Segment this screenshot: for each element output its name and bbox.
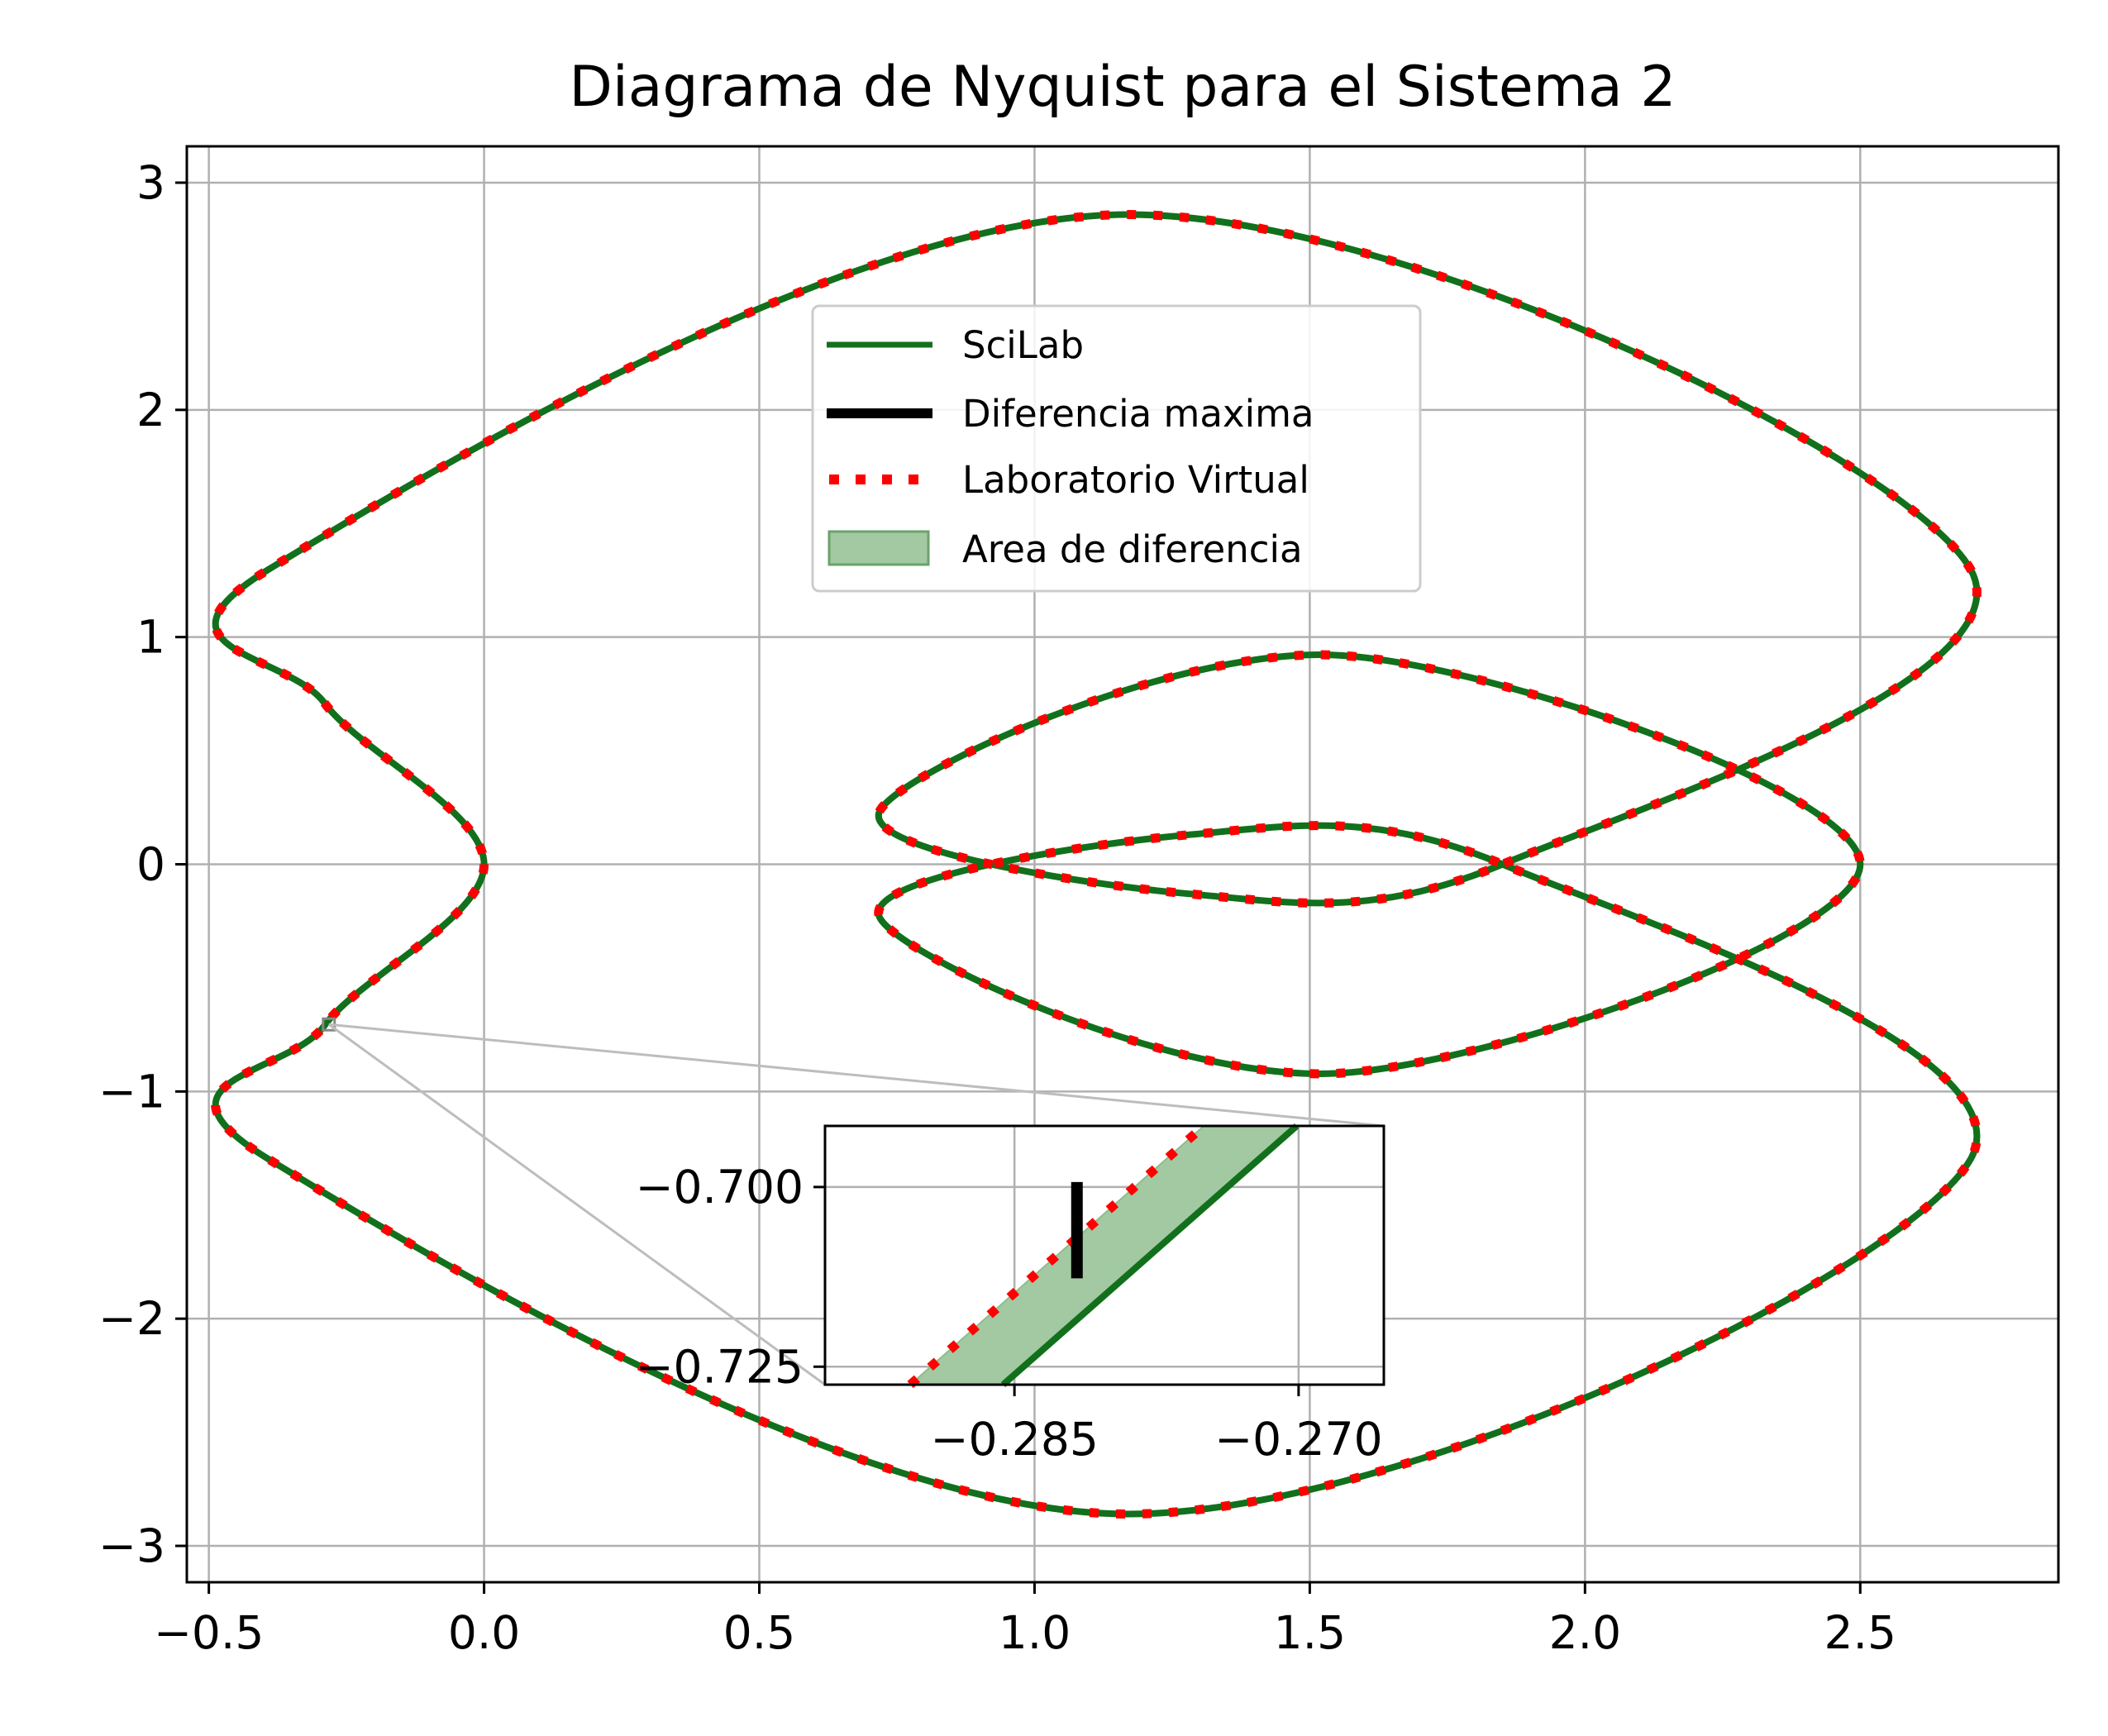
zoom-connector-bottom xyxy=(327,1023,826,1386)
main-xtick-label: 0.0 xyxy=(448,1606,520,1659)
legend-label-area: Area de diferencia xyxy=(962,527,1303,571)
main-plot-area xyxy=(211,209,1982,1519)
inset-ytick-label: −0.725 xyxy=(635,1340,804,1393)
main-xtick-label: 1.0 xyxy=(999,1606,1071,1659)
zoom-connector-top xyxy=(328,1023,1385,1128)
main-ytick-label: −2 xyxy=(98,1292,165,1345)
main-axes-frame xyxy=(185,145,2060,1584)
inset-xtick-label: −0.285 xyxy=(930,1413,1099,1466)
main-xtick-label: 0.5 xyxy=(723,1606,795,1659)
main-ytick-label: 1 xyxy=(136,611,165,664)
main-xtick-label: −0.5 xyxy=(154,1606,265,1659)
inset-laboratorio-virtual-line xyxy=(907,1122,1207,1389)
main-xtick-label: 1.5 xyxy=(1274,1606,1346,1659)
main-ytick-label: −1 xyxy=(98,1065,165,1118)
inset-axis-ticks: −0.285 −0.270 −0.700 −0.725 xyxy=(635,1161,1382,1466)
main-ytick-label: −3 xyxy=(98,1519,165,1572)
main-xtick-label: 2.5 xyxy=(1824,1606,1896,1659)
main-ytick-label: 2 xyxy=(136,384,165,436)
series-scilab-line xyxy=(212,211,1981,1518)
legend-label-scilab: SciLab xyxy=(962,323,1084,367)
main-axis-ticks: −0.5 0.0 0.5 1.0 1.5 2.0 2.5 −3 −2 −1 0 1 2 3 xyxy=(98,156,1896,1659)
zoom-connectors xyxy=(322,1017,1385,1386)
main-ytick-label: 0 xyxy=(136,838,165,891)
main-xtick-label: 2.0 xyxy=(1549,1606,1621,1659)
legend: SciLab Diferencia maxima Laboratorio Vir… xyxy=(811,304,1422,593)
legend-label-max-difference: Diferencia maxima xyxy=(962,392,1314,436)
inset-xtick-label: −0.270 xyxy=(1214,1413,1383,1466)
main-ytick-label: 3 xyxy=(136,156,165,209)
inset-frame xyxy=(823,1124,1385,1386)
legend-box xyxy=(811,304,1422,593)
legend-label-lab: Laboratorio Virtual xyxy=(962,458,1309,502)
inset-zoom: −0.285 −0.270 −0.700 −0.725 xyxy=(635,1122,1385,1466)
inset-plot-area xyxy=(907,1122,1300,1389)
legend-swatch-area xyxy=(827,530,930,566)
chart-title: Diagrama de Nyquist para el Sistema 2 xyxy=(569,55,1676,120)
inset-scilab-line xyxy=(1000,1123,1300,1388)
inset-ytick-label: −0.700 xyxy=(635,1161,804,1214)
